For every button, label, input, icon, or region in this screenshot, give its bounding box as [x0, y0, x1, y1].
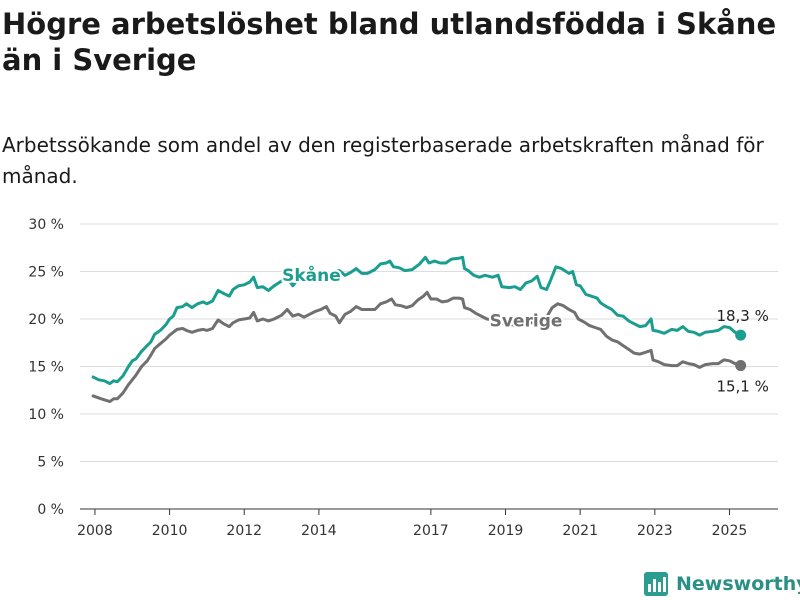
- end-label-sverige: 15,1 %: [716, 378, 768, 396]
- x-tick-label: 2017: [413, 523, 449, 539]
- chart-subtitle: Arbetssökande som andel av den registerb…: [2, 133, 764, 188]
- series-lines: [91, 255, 747, 404]
- x-tick-label: 2010: [152, 523, 188, 539]
- x-axis: 2008 2010 2012 2014 2017 2019 2021 2023 2025: [77, 508, 778, 539]
- series-label-skane: Skåne: [282, 264, 341, 286]
- series-labels: Skåne Sverige 18,3 % 15,1 %: [280, 262, 769, 396]
- y-tick-label: 15 %: [28, 360, 64, 376]
- x-tick-label: 2014: [301, 523, 337, 539]
- brand-logo: Newsworthy: [644, 570, 800, 598]
- y-tick-label: 20 %: [28, 312, 64, 328]
- x-tick-label: 2019: [488, 523, 524, 539]
- x-tick-label: 2025: [712, 523, 748, 539]
- grid-lines: [80, 223, 778, 462]
- y-tick-label: 0 %: [37, 502, 64, 518]
- y-axis: 0 % 5 % 10 % 15 % 20 % 25 % 30 %: [28, 217, 64, 518]
- x-tick-label: 2021: [562, 523, 598, 539]
- end-point-skåne: [735, 329, 747, 341]
- series-label-sverige: Sverige: [490, 312, 563, 332]
- end-point-sverige: [735, 360, 747, 372]
- brand-name: Newsworthy: [676, 573, 800, 595]
- y-tick-label: 5 %: [37, 455, 64, 471]
- y-tick-label: 10 %: [28, 407, 64, 423]
- x-tick-label: 2012: [226, 523, 262, 539]
- y-tick-label: 25 %: [28, 265, 64, 281]
- x-tick-label: 2023: [637, 523, 673, 539]
- series-line-sverige: [91, 290, 743, 404]
- x-tick-label: 2008: [77, 523, 113, 539]
- bar-chart-icon: [644, 572, 668, 596]
- y-tick-label: 30 %: [28, 217, 64, 233]
- end-label-skane: 18,3 %: [716, 307, 768, 325]
- series-line-skåne: [91, 255, 743, 386]
- chart-title: Högre arbetslöshet bland utlandsfödda i …: [2, 7, 777, 77]
